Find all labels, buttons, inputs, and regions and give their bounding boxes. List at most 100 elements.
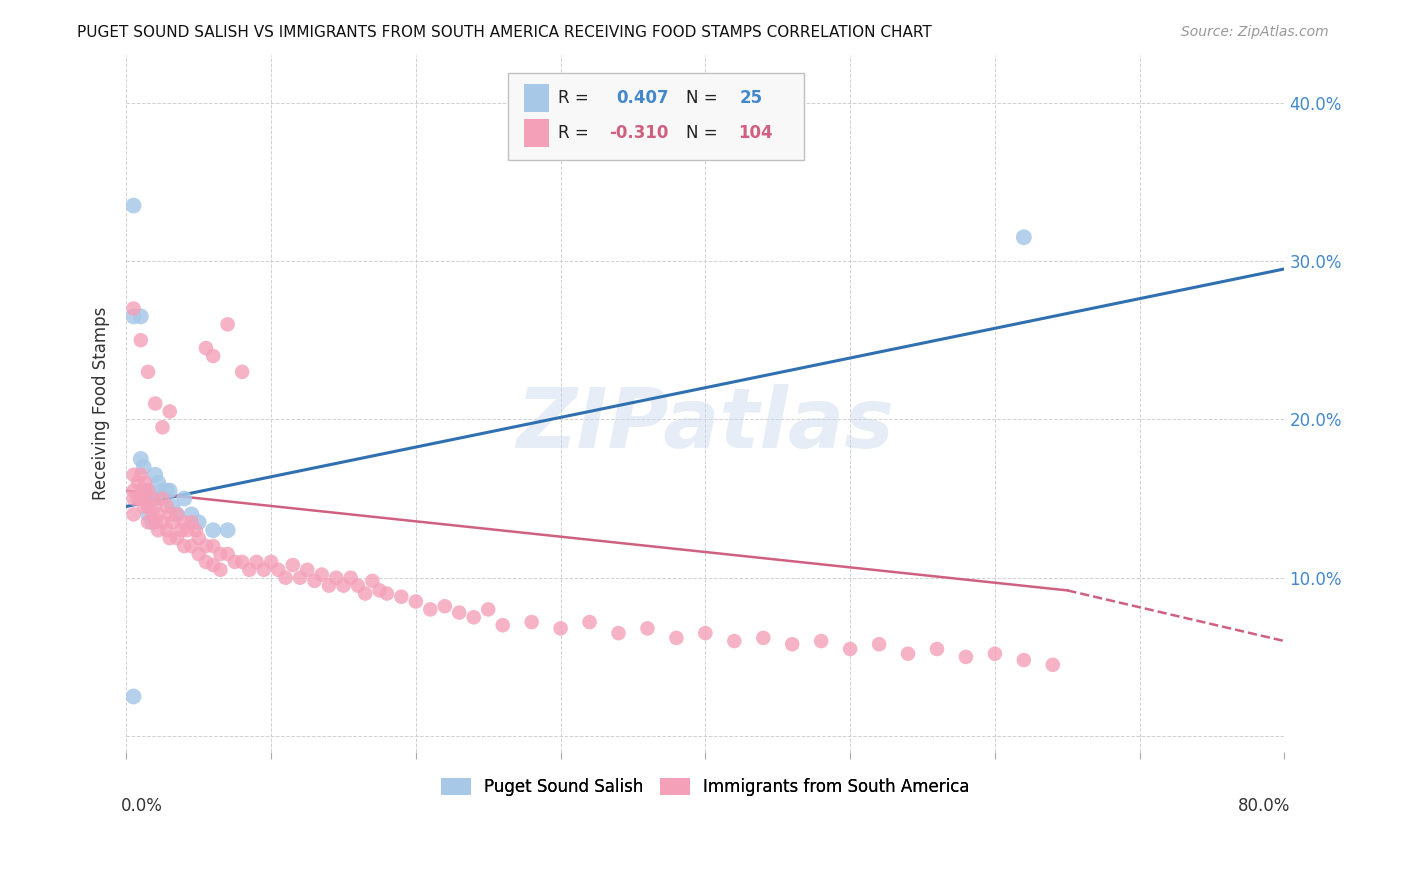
Text: ZIPatlas: ZIPatlas bbox=[516, 384, 894, 465]
Point bbox=[127, 475, 149, 490]
Point bbox=[136, 483, 159, 498]
Point bbox=[224, 555, 246, 569]
Point bbox=[129, 491, 152, 506]
Point bbox=[304, 574, 326, 588]
Point bbox=[332, 579, 354, 593]
Point bbox=[274, 571, 297, 585]
Point bbox=[810, 634, 832, 648]
Point bbox=[217, 547, 239, 561]
Point bbox=[433, 599, 456, 614]
Point bbox=[143, 516, 166, 530]
Point bbox=[984, 647, 1007, 661]
Bar bbox=[523, 120, 548, 147]
Point bbox=[159, 404, 181, 418]
Text: Source: ZipAtlas.com: Source: ZipAtlas.com bbox=[1181, 25, 1329, 39]
Point bbox=[122, 690, 145, 704]
Point bbox=[607, 626, 630, 640]
Point bbox=[925, 642, 948, 657]
Point bbox=[122, 491, 145, 506]
Point bbox=[129, 452, 152, 467]
Point bbox=[209, 563, 232, 577]
Point bbox=[897, 647, 920, 661]
Point bbox=[194, 341, 217, 355]
Point bbox=[1012, 653, 1035, 667]
Text: R =: R = bbox=[558, 89, 595, 107]
Point bbox=[578, 615, 600, 629]
Point bbox=[389, 590, 412, 604]
Point bbox=[520, 615, 543, 629]
Point bbox=[129, 467, 152, 482]
Point bbox=[132, 459, 155, 474]
Point bbox=[636, 621, 658, 635]
Point bbox=[780, 637, 803, 651]
Point bbox=[162, 516, 184, 530]
Point bbox=[136, 365, 159, 379]
Point bbox=[839, 642, 862, 657]
Point bbox=[159, 531, 181, 545]
Text: 104: 104 bbox=[738, 124, 772, 142]
Point bbox=[146, 475, 169, 490]
Text: 25: 25 bbox=[740, 89, 763, 107]
Point bbox=[325, 571, 347, 585]
Point bbox=[361, 574, 384, 588]
Point bbox=[375, 586, 398, 600]
Point bbox=[180, 508, 202, 522]
Point bbox=[122, 483, 145, 498]
Point bbox=[141, 491, 163, 506]
Point bbox=[180, 516, 202, 530]
Point bbox=[146, 508, 169, 522]
Point bbox=[129, 333, 152, 347]
Point bbox=[209, 547, 232, 561]
Point bbox=[170, 523, 193, 537]
Point bbox=[141, 516, 163, 530]
Point bbox=[156, 500, 179, 514]
Point bbox=[1042, 657, 1064, 672]
Text: 0.0%: 0.0% bbox=[121, 797, 162, 815]
Point bbox=[162, 500, 184, 514]
Point bbox=[217, 318, 239, 332]
Point bbox=[129, 310, 152, 324]
Point bbox=[665, 631, 688, 645]
Point bbox=[339, 571, 361, 585]
Point bbox=[134, 475, 156, 490]
Point bbox=[281, 558, 304, 572]
Point bbox=[136, 516, 159, 530]
Point bbox=[156, 483, 179, 498]
Point bbox=[202, 349, 225, 363]
Point bbox=[1012, 230, 1035, 244]
Point bbox=[143, 396, 166, 410]
Point bbox=[152, 516, 174, 530]
Legend: Puget Sound Salish, Immigrants from South America: Puget Sound Salish, Immigrants from Sout… bbox=[434, 772, 977, 803]
Bar bbox=[523, 85, 548, 112]
Point bbox=[143, 467, 166, 482]
Point bbox=[202, 558, 225, 572]
FancyBboxPatch shape bbox=[509, 72, 804, 160]
Text: N =: N = bbox=[686, 89, 723, 107]
Point bbox=[288, 571, 311, 585]
Point bbox=[166, 508, 188, 522]
Point bbox=[492, 618, 515, 632]
Point bbox=[187, 516, 209, 530]
Y-axis label: Receiving Food Stamps: Receiving Food Stamps bbox=[93, 307, 110, 500]
Point bbox=[550, 621, 572, 635]
Point bbox=[166, 531, 188, 545]
Point bbox=[122, 508, 145, 522]
Point bbox=[463, 610, 485, 624]
Point bbox=[405, 594, 427, 608]
Point bbox=[136, 491, 159, 506]
Text: 0.407: 0.407 bbox=[616, 89, 669, 107]
Point bbox=[217, 523, 239, 537]
Point bbox=[152, 491, 174, 506]
Text: N =: N = bbox=[686, 124, 723, 142]
Text: PUGET SOUND SALISH VS IMMIGRANTS FROM SOUTH AMERICA RECEIVING FOOD STAMPS CORREL: PUGET SOUND SALISH VS IMMIGRANTS FROM SO… bbox=[77, 25, 932, 40]
Point bbox=[152, 420, 174, 434]
Point bbox=[141, 508, 163, 522]
Point bbox=[368, 583, 391, 598]
Point bbox=[159, 508, 181, 522]
Point bbox=[231, 365, 253, 379]
Point bbox=[752, 631, 775, 645]
Point bbox=[354, 586, 377, 600]
Point bbox=[156, 523, 179, 537]
Point bbox=[152, 483, 174, 498]
Text: 80.0%: 80.0% bbox=[1237, 797, 1291, 815]
